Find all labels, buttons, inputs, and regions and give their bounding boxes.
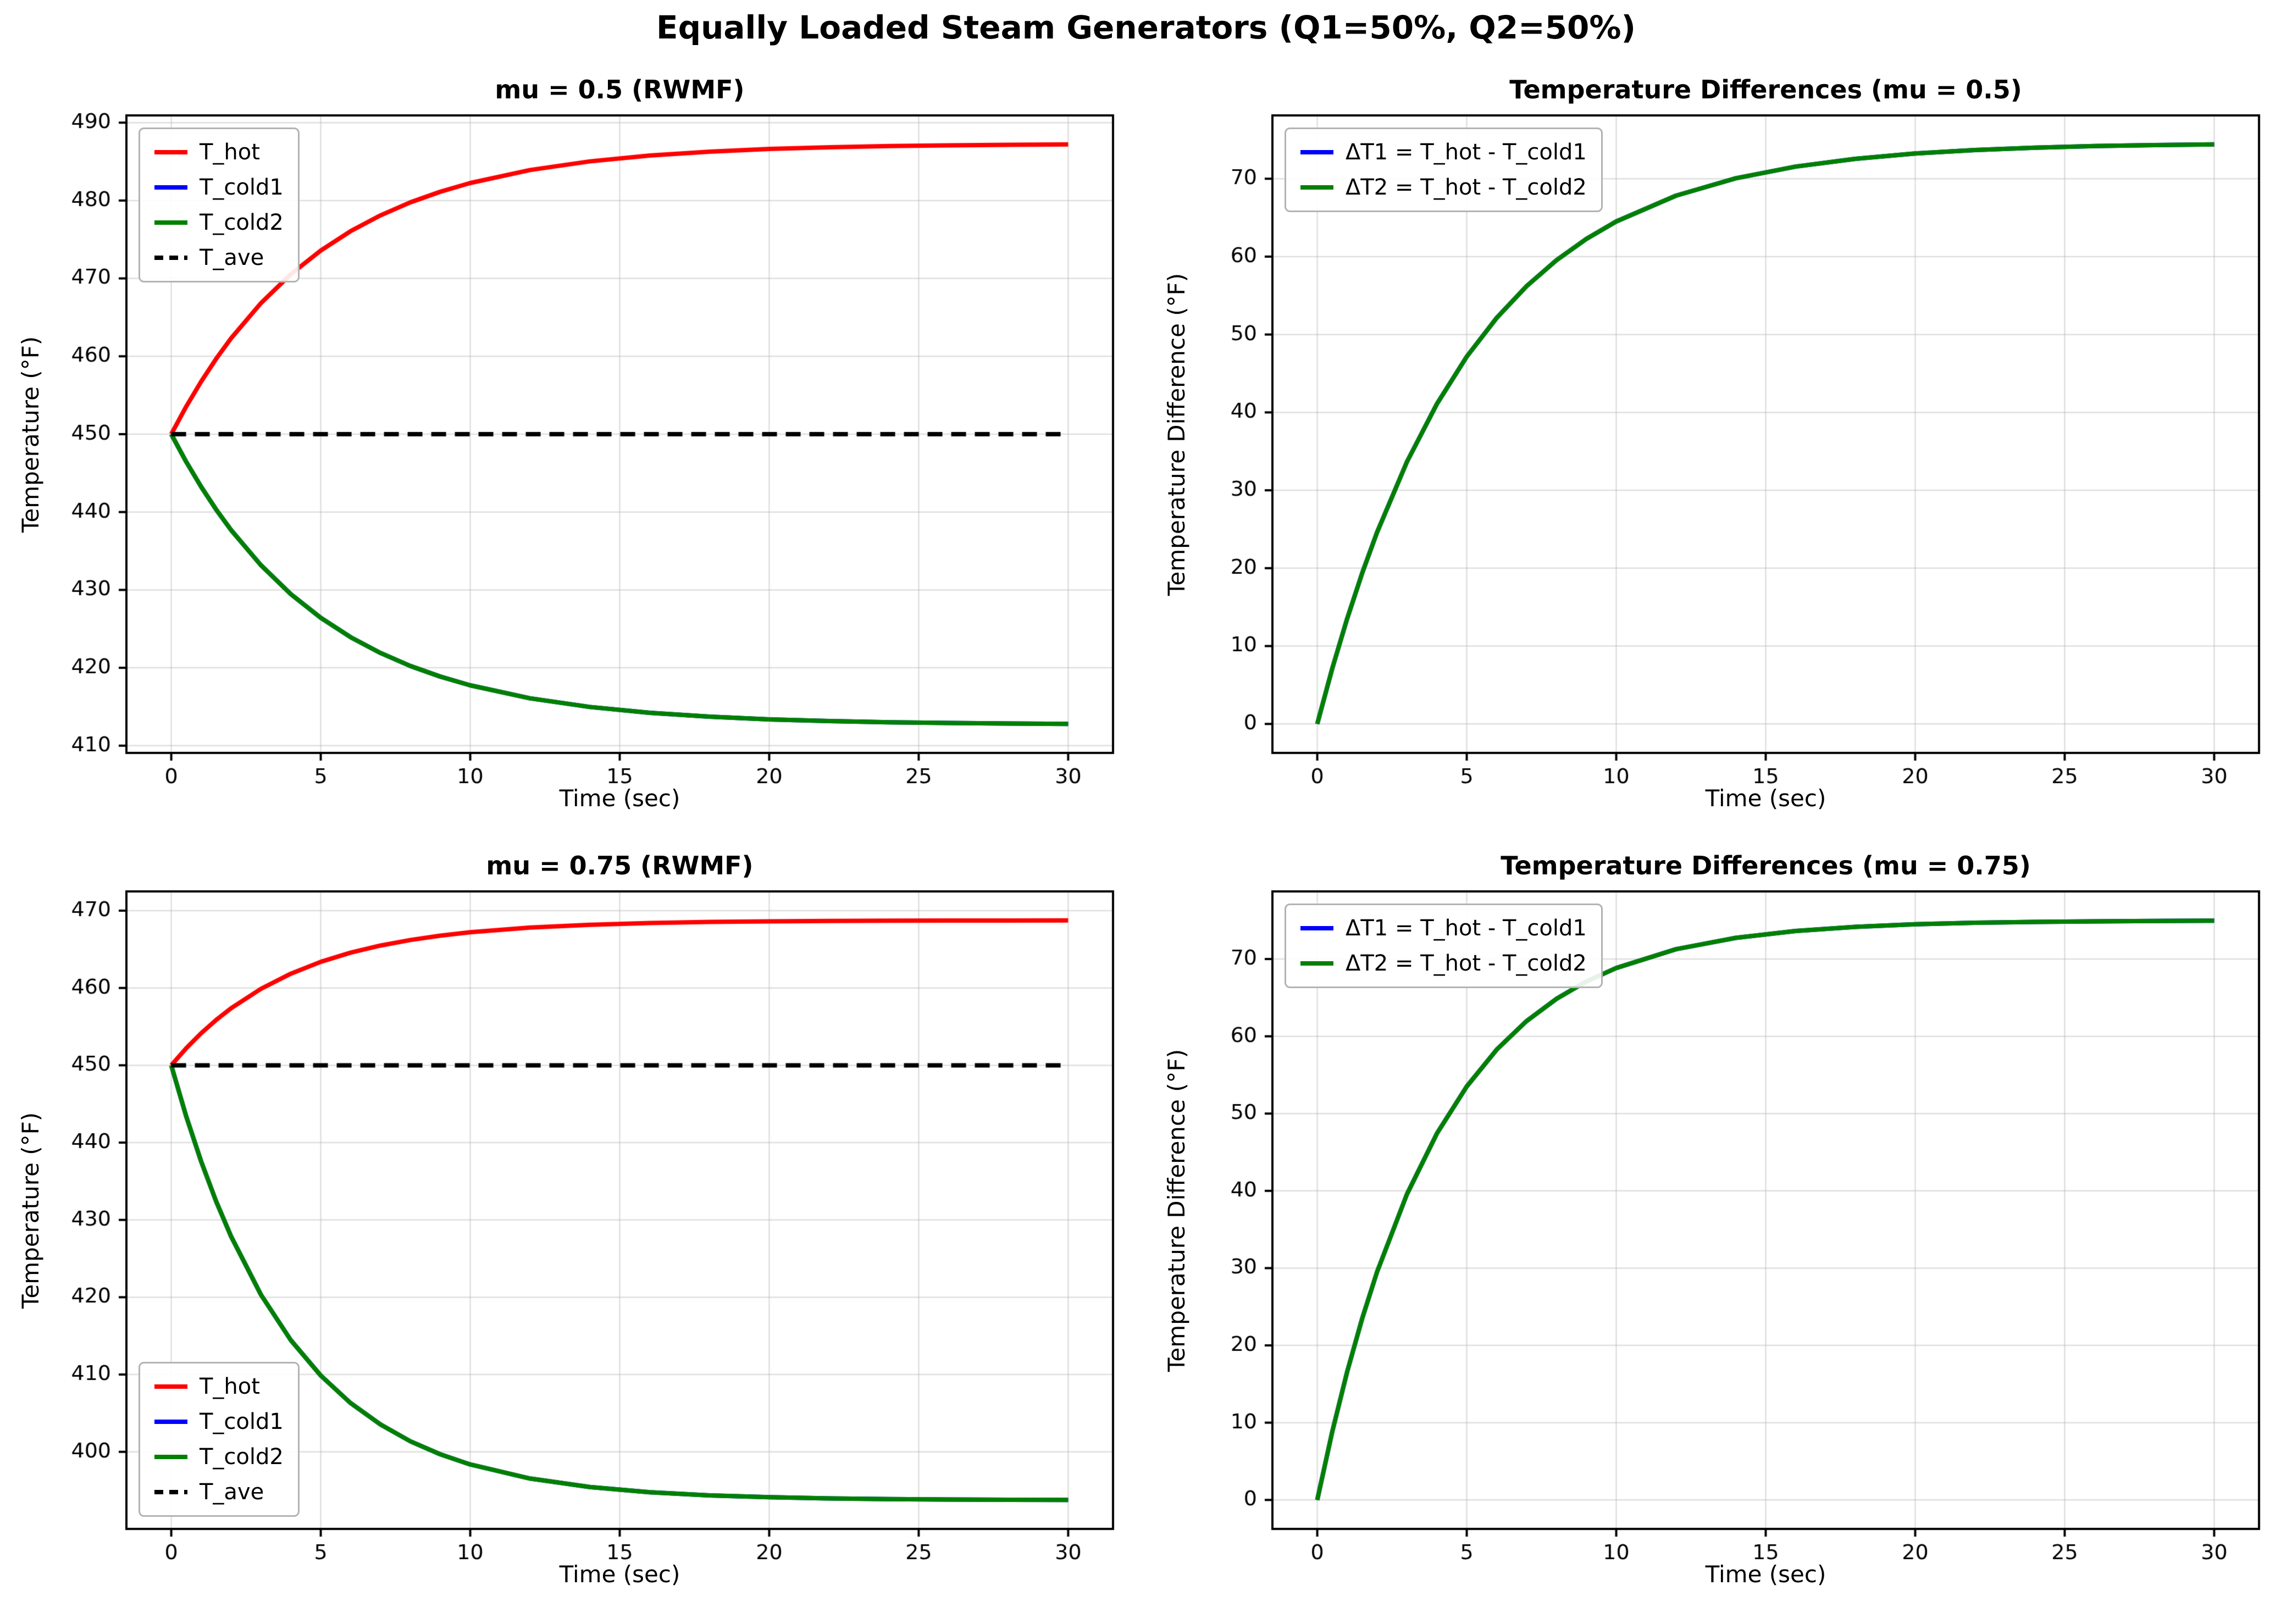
t-hot-line-swatch: [154, 1384, 187, 1389]
legend-label: ΔT2 = T_hot - T_cold2: [1346, 175, 1587, 200]
t-cold1-line-swatch: [154, 1420, 187, 1424]
subplot-temp-differences-mu-0-75: Temperature Differences (mu = 0.75) Temp…: [1146, 836, 2292, 1606]
x-axis-label: Time (sec): [559, 785, 680, 812]
legend-entry: ΔT2 = T_hot - T_cold2: [1300, 948, 1587, 979]
t-cold2-line-swatch: [154, 220, 187, 225]
t-hot-line-swatch: [154, 150, 187, 154]
legend-entry: T_cold1: [154, 1406, 284, 1437]
legend-label: T_ave: [200, 1479, 264, 1505]
delta-t1-line-swatch: [1300, 150, 1333, 154]
legend-label: T_cold1: [200, 1409, 284, 1434]
delta-t2-line-swatch: [1300, 961, 1333, 966]
subplot-mu-0-75-temperatures: mu = 0.75 (RWMF) Temperature (°F) Time (…: [0, 836, 1146, 1606]
legend: ΔT1 = T_hot - T_cold1 ΔT2 = T_hot - T_co…: [1285, 904, 1603, 988]
t-cold2-line-swatch: [154, 1455, 187, 1459]
legend-label: ΔT1 = T_hot - T_cold1: [1346, 140, 1587, 165]
legend-entry: T_ave: [154, 1477, 284, 1507]
y-axis-label: Temperature Difference (°F): [1163, 1049, 1191, 1372]
legend: ΔT1 = T_hot - T_cold1 ΔT2 = T_hot - T_co…: [1285, 128, 1603, 212]
legend-label: ΔT2 = T_hot - T_cold2: [1346, 951, 1587, 976]
subplot-mu-0-5-temperatures: mu = 0.5 (RWMF) Temperature (°F) Time (s…: [0, 60, 1146, 830]
legend: T_hot T_cold1 T_cold2 T_ave: [139, 1362, 300, 1517]
subplot-temp-differences-mu-0-5: Temperature Differences (mu = 0.5) Tempe…: [1146, 60, 2292, 830]
legend-label: T_ave: [200, 245, 264, 270]
y-axis-label-wrap: Temperature Difference (°F): [1146, 891, 1208, 1529]
legend-entry: T_hot: [154, 1371, 284, 1402]
legend-entry: T_cold2: [154, 207, 284, 238]
chart-title: mu = 0.5 (RWMF): [495, 75, 745, 104]
x-axis-label: Time (sec): [559, 1561, 680, 1588]
x-axis-label: Time (sec): [1705, 1561, 1826, 1588]
delta-t2-line-swatch: [1300, 185, 1333, 190]
legend-entry: T_cold1: [154, 172, 284, 203]
legend-entry: T_ave: [154, 242, 284, 273]
legend-label: T_hot: [200, 1374, 260, 1399]
y-axis-label-wrap: Temperature (°F): [0, 115, 62, 753]
legend-label: ΔT1 = T_hot - T_cold1: [1346, 916, 1587, 941]
legend-entry: T_hot: [154, 137, 284, 168]
legend-label: T_cold2: [200, 1444, 284, 1470]
chart-title: Temperature Differences (mu = 0.75): [1501, 851, 2031, 880]
t-cold1-line-swatch: [154, 185, 187, 190]
legend-entry: ΔT2 = T_hot - T_cold2: [1300, 172, 1587, 203]
chart-title: mu = 0.75 (RWMF): [486, 851, 754, 880]
y-axis-label-wrap: Temperature (°F): [0, 891, 62, 1529]
delta-t1-line-swatch: [1300, 926, 1333, 930]
chart-title: Temperature Differences (mu = 0.5): [1509, 75, 2022, 104]
legend-label: T_cold2: [200, 210, 284, 235]
figure-suptitle: Equally Loaded Steam Generators (Q1=50%,…: [656, 9, 1636, 46]
legend: T_hot T_cold1 T_cold2 T_ave: [139, 128, 300, 282]
legend-entry: T_cold2: [154, 1442, 284, 1472]
legend-entry: ΔT1 = T_hot - T_cold1: [1300, 913, 1587, 944]
t-ave-dashed-line-swatch: [154, 256, 187, 260]
y-axis-label: Temperature Difference (°F): [1163, 273, 1191, 596]
legend-label: T_cold1: [200, 175, 284, 200]
y-axis-label: Temperature (°F): [17, 336, 45, 533]
y-axis-label: Temperature (°F): [17, 1112, 45, 1309]
y-axis-label-wrap: Temperature Difference (°F): [1146, 115, 1208, 753]
t-ave-dashed-line-swatch: [154, 1490, 187, 1494]
legend-entry: ΔT1 = T_hot - T_cold1: [1300, 137, 1587, 168]
legend-label: T_hot: [200, 140, 260, 165]
x-axis-label: Time (sec): [1705, 785, 1826, 812]
